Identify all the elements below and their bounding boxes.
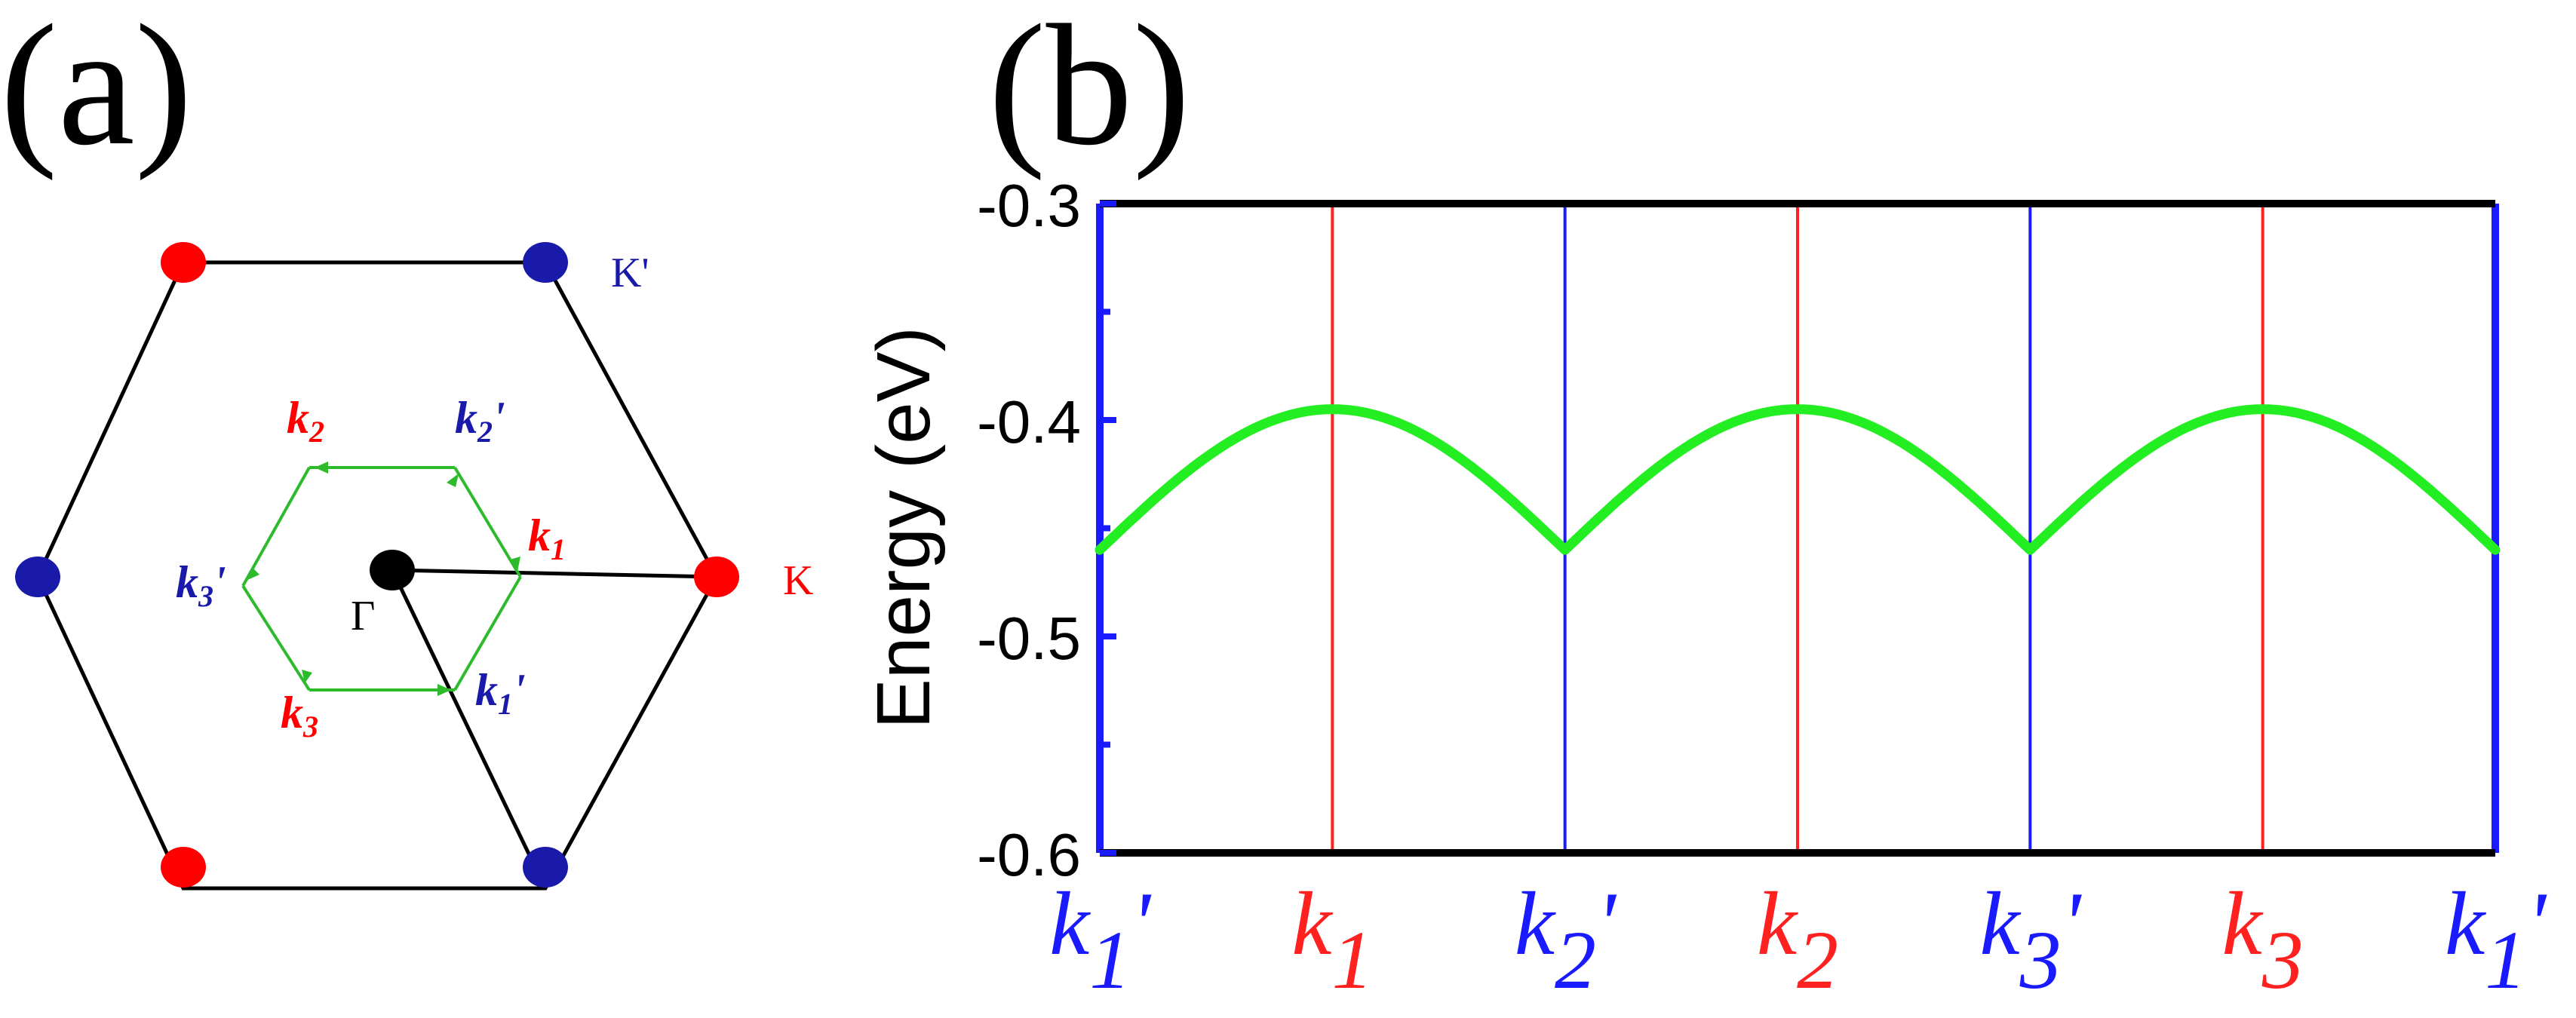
- Kp-point-dot: [523, 242, 568, 283]
- k-label-k1: k1: [528, 511, 566, 566]
- y-tick-label: -0.6: [977, 821, 1081, 888]
- Kp-point-dot: [523, 847, 568, 888]
- x-tick-label: k1: [1291, 873, 1373, 1006]
- energy-chart: -0.3 -0.4 -0.5 -0.6 k1' k1 k2' k2 k3' k3 k1' Ener…: [861, 172, 2547, 1006]
- k-label-k2p: k2': [455, 393, 505, 449]
- k-label-k1p: k1': [475, 665, 526, 721]
- gamma-to-K-line: [391, 568, 717, 579]
- x-tick-label: k2': [1515, 873, 1617, 1006]
- panel-b-label: (b): [988, 0, 1190, 181]
- inner-hexagon: [241, 466, 522, 691]
- panel-a-label: (a): [0, 0, 192, 181]
- inner-hexagon-arrows: [246, 461, 520, 696]
- y-tick-label: -0.5: [977, 605, 1081, 672]
- y-tick-label: -0.3: [977, 172, 1081, 239]
- gamma-to-Kp-line: [390, 569, 548, 890]
- y-axis-ticks: -0.3 -0.4 -0.5 -0.6: [977, 172, 1116, 888]
- K-label: K: [783, 557, 813, 604]
- Kp-label: K': [611, 250, 649, 296]
- x-tick-label: k1': [1049, 873, 1152, 1006]
- x-tick-label: k1': [2445, 873, 2547, 1006]
- brillouin-zone-diagram: Γ K K' k2 k2' k1 k3' k3 k1': [15, 242, 813, 891]
- x-tick-label: k3': [1979, 873, 2082, 1006]
- x-axis-labels: k1' k1 k2' k2 k3' k3 k1': [1049, 873, 2547, 1006]
- K-point-dot: [161, 242, 206, 283]
- gamma-label: Γ: [351, 593, 375, 639]
- k-label-k2: k2: [287, 393, 324, 449]
- K-point-dot: [694, 557, 739, 597]
- gamma-point-dot: [370, 550, 415, 590]
- x-tick-label: k3: [2222, 873, 2304, 1006]
- x-tick-label: k2: [1757, 873, 1838, 1006]
- y-axis-label: Energy (eV): [861, 327, 946, 729]
- k-label-k3p: k3': [176, 557, 226, 613]
- k-label-k3: k3: [281, 688, 318, 744]
- y-tick-label: -0.4: [977, 388, 1081, 455]
- Kp-point-dot: [15, 557, 60, 597]
- band-curve: [1095, 404, 2501, 555]
- K-point-dot: [161, 847, 206, 888]
